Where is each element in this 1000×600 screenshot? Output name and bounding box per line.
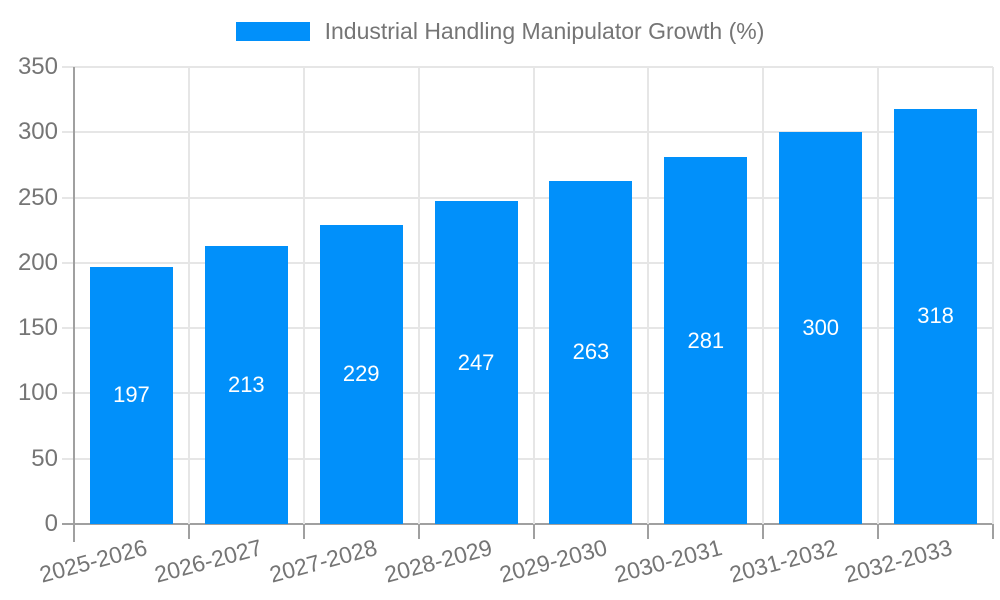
- x-axis-tick: [187, 524, 190, 539]
- x-tick-label: 2028-2029: [381, 534, 495, 588]
- x-axis-tick: [532, 524, 535, 539]
- x-axis-tick: [73, 524, 75, 539]
- bar-2029-2030: [549, 180, 633, 524]
- y-tick-label: 350: [17, 53, 58, 80]
- bar-2027-2028: [319, 224, 403, 524]
- bar-2026-2027: [204, 245, 288, 524]
- bar-value-label: 213: [227, 371, 265, 397]
- x-tick-label: 2026-2027: [152, 534, 266, 588]
- x-axis-tick: [992, 524, 994, 539]
- h-gridline: [62, 327, 993, 330]
- y-axis-line: [73, 67, 75, 542]
- bar-value-label: 318: [917, 303, 954, 329]
- y-tick-label: 0: [44, 510, 58, 537]
- v-gridline: [877, 67, 880, 524]
- h-gridline: [62, 392, 993, 395]
- h-gridline: [62, 131, 993, 134]
- bar-2031-2032: [779, 132, 863, 524]
- y-tick-label: 300: [17, 118, 58, 146]
- x-axis-tick: [647, 524, 650, 539]
- bar-value-label: 281: [687, 327, 725, 353]
- bar-value-label: 197: [113, 382, 150, 408]
- y-tick-label: 150: [17, 314, 58, 342]
- h-gridline: [62, 66, 993, 68]
- x-axis-line: [62, 523, 993, 525]
- bar-value-label: 229: [342, 361, 380, 387]
- v-gridline: [187, 67, 190, 524]
- v-gridline: [647, 67, 650, 524]
- v-gridline: [762, 67, 765, 524]
- x-tick-label: 2031-2032: [726, 534, 840, 588]
- bar-2030-2031: [664, 157, 748, 524]
- bar-2028-2029: [434, 201, 518, 524]
- v-gridline: [992, 67, 994, 524]
- x-tick-label: 2032-2033: [841, 534, 955, 588]
- y-tick-label: 50: [31, 444, 58, 472]
- x-axis-tick: [417, 524, 420, 539]
- y-tick-label: 100: [17, 379, 58, 407]
- x-axis-tick: [762, 524, 765, 539]
- h-gridline: [62, 261, 993, 264]
- h-gridline: [62, 457, 993, 460]
- bar-value-label: 247: [457, 349, 495, 375]
- x-axis-tick: [877, 524, 880, 539]
- v-gridline: [302, 67, 305, 524]
- x-tick-label: 2027-2028: [266, 534, 380, 588]
- y-tick-label: 250: [17, 183, 58, 211]
- x-tick-label: 2029-2030: [496, 534, 610, 588]
- h-gridline: [62, 196, 993, 199]
- legend: Industrial Handling Manipulator Growth (…: [0, 18, 1000, 45]
- v-gridline: [417, 67, 420, 524]
- bar-2032-2033: [894, 108, 978, 524]
- bar-2025-2026: [89, 266, 173, 524]
- y-tick-label: 200: [17, 248, 58, 276]
- x-axis-tick: [302, 524, 305, 539]
- x-tick-label: 2030-2031: [611, 534, 725, 588]
- x-tick-label: 2025-2026: [37, 534, 151, 588]
- bar-value-label: 263: [572, 339, 610, 365]
- v-gridline: [532, 67, 535, 524]
- legend-swatch: [235, 22, 310, 41]
- legend-label: Industrial Handling Manipulator Growth (…: [324, 18, 765, 44]
- bar-value-label: 300: [802, 315, 840, 341]
